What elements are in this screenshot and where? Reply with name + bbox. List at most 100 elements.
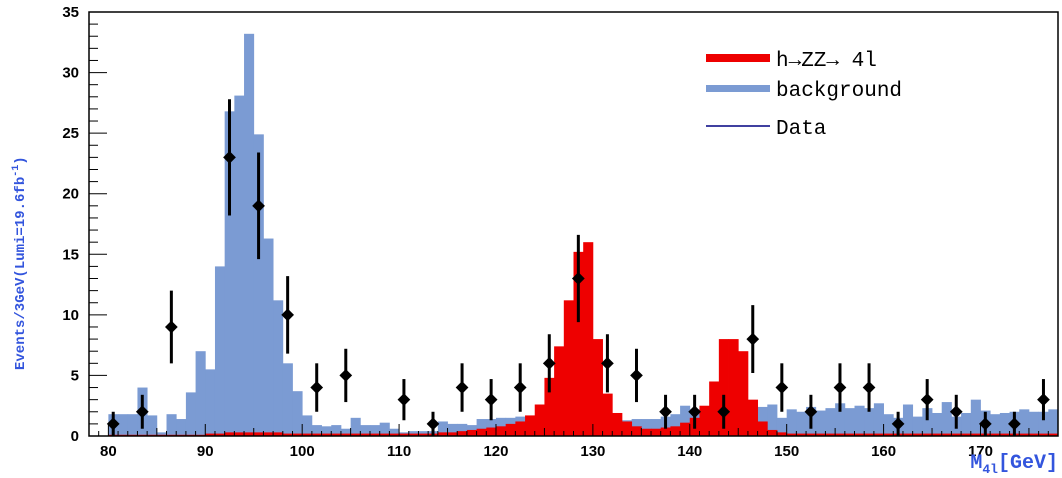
background-bar [1028, 411, 1040, 436]
signal-bar [786, 433, 797, 436]
background-bar [476, 419, 487, 436]
signal-bar [263, 432, 274, 436]
signal-bar [776, 432, 788, 436]
data-point [339, 369, 353, 382]
y-axis: 0 5 10 15 20 25 30 35 [62, 4, 107, 445]
background-bar [1019, 409, 1030, 436]
signal-bar [292, 433, 303, 436]
signal-bar [554, 346, 565, 436]
signal-bar [563, 300, 574, 436]
signal-bar [592, 339, 603, 436]
background-bar [999, 412, 1010, 436]
legend-background-swatch [706, 85, 770, 92]
background-bar [147, 415, 158, 436]
background-bar [835, 403, 846, 436]
signal-bar [796, 433, 807, 436]
x-tick-label: 160 [871, 443, 896, 460]
signal-bar [912, 433, 923, 436]
x-tick-label: 170 [968, 443, 993, 460]
signal-bar [1038, 433, 1049, 436]
background-bar [922, 408, 933, 436]
background-bar [350, 417, 361, 436]
y-axis-title: Events/3GeV(Lumi=19.6fb-1) [11, 156, 29, 370]
signal-bar [961, 433, 972, 436]
y-tick-label: 35 [62, 4, 79, 21]
data-point [165, 320, 178, 334]
signal-bar [612, 412, 623, 436]
background-bar [311, 425, 322, 436]
y-tick-label: 10 [62, 307, 79, 324]
background-bar [902, 404, 914, 436]
signal-bar [728, 339, 739, 436]
legend: h→ZZ→ 4l background Data [706, 50, 902, 141]
legend-background-label: background [776, 80, 902, 103]
background-bar [214, 266, 226, 436]
y-axis-title-sup: -1 [11, 165, 22, 177]
signal-bar [835, 433, 846, 436]
background-bar [224, 111, 235, 436]
signal-bar [873, 433, 884, 436]
legend-signal-swatch [706, 54, 770, 62]
background-bar [195, 351, 206, 436]
data-point [397, 393, 411, 407]
x-tick-label: 120 [483, 443, 508, 460]
signal-bar [709, 381, 720, 436]
background-bar [941, 402, 952, 436]
signal-bar [234, 432, 245, 436]
y-tick-label: 15 [62, 246, 79, 263]
signal-bar [282, 433, 293, 436]
background-bar [1048, 409, 1059, 436]
signal-bar [437, 432, 448, 436]
signal-bar [418, 433, 429, 436]
signal-bar [495, 426, 507, 436]
background-bar [912, 416, 923, 436]
signal-bar [757, 421, 768, 436]
y-tick-label: 5 [71, 367, 79, 384]
background-bar [244, 33, 255, 436]
signal-bar [951, 433, 962, 436]
data-point [426, 417, 440, 431]
signal-bar [660, 427, 671, 436]
background-bar [127, 414, 138, 436]
x-axis-title-sub: 4l [982, 462, 998, 477]
background-bar [815, 410, 826, 436]
data-point [223, 151, 236, 164]
background-bar [651, 419, 662, 436]
background-bar [990, 414, 1001, 436]
signal-bar [544, 377, 555, 436]
data-point [310, 381, 324, 394]
background-bar [786, 409, 797, 436]
signal-bar [1028, 433, 1040, 436]
signal-histogram [108, 242, 1059, 436]
signal-bar [457, 431, 468, 436]
signal-bar [466, 429, 477, 436]
background-bar [961, 412, 972, 436]
y-tick-label: 30 [62, 65, 79, 82]
signal-bar [970, 433, 981, 436]
background-bar [166, 414, 177, 436]
background-bar [118, 414, 129, 436]
signal-bar [389, 433, 400, 436]
background-bar [234, 95, 245, 437]
background-bar [680, 405, 691, 436]
background-bar [360, 425, 371, 436]
signal-bar [302, 433, 313, 436]
signal-bar [631, 426, 642, 436]
signal-bar [273, 432, 284, 436]
signal-bar [602, 393, 613, 436]
signal-bar [825, 433, 836, 436]
x-tick-label: 110 [387, 443, 411, 460]
signal-bar [990, 433, 1001, 436]
signal-bar [718, 339, 729, 436]
data-point [252, 199, 265, 213]
signal-bar [854, 433, 865, 436]
background-bar [437, 421, 448, 436]
background-bar [253, 134, 264, 436]
background-bar [825, 408, 836, 436]
background-bar [873, 403, 884, 436]
y-axis-title-main: Events/3GeV(Lumi=19.6fb [13, 177, 29, 370]
signal-bar [321, 433, 332, 436]
background-bar [932, 412, 943, 436]
signal-bar [922, 433, 933, 436]
signal-bar [815, 433, 826, 436]
